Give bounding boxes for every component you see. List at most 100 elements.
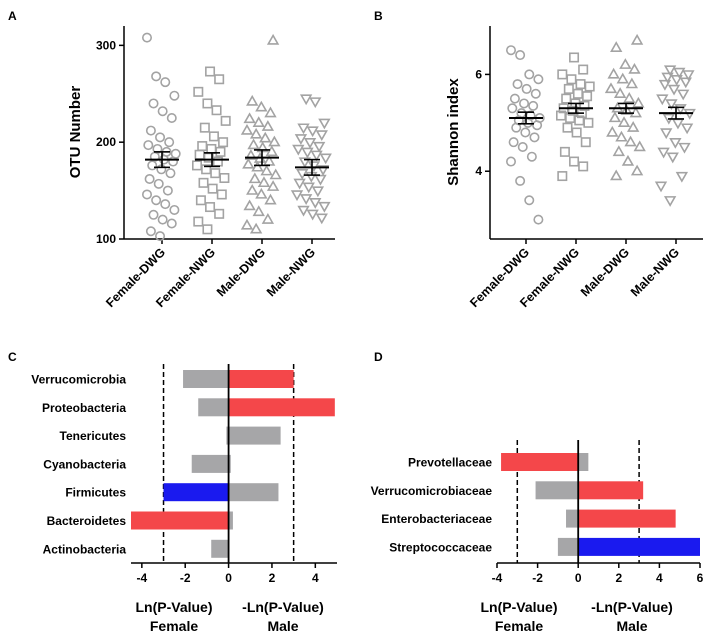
data-point bbox=[621, 154, 635, 166]
data-point bbox=[214, 208, 225, 219]
data-point bbox=[626, 121, 640, 132]
data-point bbox=[243, 112, 256, 124]
data-point bbox=[298, 157, 312, 169]
panel-label: A bbox=[8, 9, 17, 23]
data-point bbox=[162, 185, 173, 196]
data-point bbox=[675, 171, 689, 183]
data-point bbox=[142, 189, 153, 200]
x-tick-label: Male-DWG bbox=[578, 245, 632, 299]
data-point bbox=[507, 103, 518, 114]
data-point bbox=[160, 199, 171, 210]
data-point bbox=[220, 115, 231, 126]
data-point bbox=[307, 161, 321, 173]
bar-female bbox=[226, 426, 229, 445]
data-point bbox=[616, 72, 629, 84]
bar-female bbox=[163, 483, 229, 502]
x-tick-label: -4 bbox=[137, 571, 148, 585]
data-point bbox=[143, 140, 154, 151]
x-label-right: -Ln(P-Value) bbox=[242, 599, 324, 615]
data-point bbox=[214, 74, 225, 85]
data-point bbox=[515, 175, 526, 186]
data-point bbox=[559, 146, 570, 157]
data-point bbox=[244, 149, 258, 160]
data-point bbox=[612, 145, 626, 157]
data-point bbox=[561, 93, 572, 104]
x-tick-label: -4 bbox=[492, 571, 503, 585]
data-point bbox=[297, 123, 310, 135]
bar-female bbox=[535, 481, 579, 500]
data-point bbox=[166, 112, 177, 123]
data-point bbox=[665, 99, 678, 111]
data-point bbox=[252, 205, 265, 217]
data-point bbox=[302, 182, 315, 194]
data-point bbox=[512, 79, 523, 90]
x-tick-label: 0 bbox=[575, 571, 582, 585]
data-point bbox=[151, 71, 162, 82]
data-point bbox=[515, 50, 526, 61]
data-point bbox=[153, 178, 164, 189]
y-tick-label: 100 bbox=[96, 232, 116, 246]
data-point bbox=[533, 74, 544, 85]
category-label: Verrucomicrobia bbox=[31, 373, 126, 387]
data-point bbox=[657, 147, 670, 159]
data-point bbox=[242, 157, 255, 169]
data-point bbox=[266, 180, 280, 191]
data-point bbox=[566, 74, 577, 85]
data-point bbox=[166, 218, 177, 229]
data-point bbox=[319, 153, 332, 165]
data-point bbox=[522, 117, 533, 128]
data-point bbox=[530, 88, 541, 99]
data-point bbox=[297, 205, 310, 217]
category-label: Bacteroidetes bbox=[47, 514, 127, 528]
x-tick-label: 4 bbox=[656, 571, 663, 585]
y-axis-title: OTU Number bbox=[67, 86, 84, 179]
data-point bbox=[578, 64, 589, 75]
data-point bbox=[578, 161, 589, 172]
data-point bbox=[165, 168, 176, 179]
x-tick-label: Male-NWG bbox=[628, 245, 682, 299]
data-point bbox=[674, 104, 687, 115]
data-point bbox=[670, 75, 683, 86]
data-point bbox=[269, 168, 282, 180]
data-point bbox=[310, 150, 323, 162]
data-point bbox=[607, 67, 620, 79]
data-point bbox=[630, 164, 644, 176]
data-point bbox=[249, 127, 263, 139]
data-point bbox=[624, 135, 637, 147]
data-point bbox=[219, 173, 230, 184]
category-label: Streptococcaceae bbox=[389, 540, 492, 554]
data-point bbox=[299, 194, 313, 205]
data-point bbox=[169, 204, 180, 215]
data-point bbox=[628, 62, 641, 74]
data-point bbox=[265, 145, 278, 157]
bar-male bbox=[578, 509, 676, 528]
data-point bbox=[658, 79, 672, 91]
data-point bbox=[261, 120, 275, 131]
bar-male bbox=[228, 398, 335, 417]
data-point bbox=[210, 168, 221, 179]
bar-female bbox=[566, 509, 579, 528]
data-point bbox=[268, 135, 281, 147]
data-point bbox=[148, 98, 159, 109]
data-point bbox=[255, 100, 268, 112]
data-point bbox=[575, 79, 586, 90]
data-point bbox=[311, 186, 325, 198]
data-point bbox=[160, 77, 171, 88]
data-point bbox=[251, 160, 264, 172]
x-label-right-group: Male bbox=[267, 618, 298, 634]
data-point bbox=[205, 66, 216, 77]
panel-label: D bbox=[374, 350, 383, 364]
data-point bbox=[157, 106, 168, 117]
data-point bbox=[656, 94, 669, 106]
x-tick-label: 0 bbox=[225, 571, 232, 585]
data-point bbox=[157, 214, 168, 225]
data-point bbox=[524, 69, 535, 80]
data-point bbox=[303, 137, 317, 149]
data-point bbox=[202, 224, 213, 235]
data-point bbox=[301, 147, 314, 159]
data-point bbox=[199, 122, 210, 133]
data-point bbox=[680, 123, 694, 135]
x-tick-label: 2 bbox=[615, 571, 622, 585]
panel-label: B bbox=[374, 9, 383, 23]
